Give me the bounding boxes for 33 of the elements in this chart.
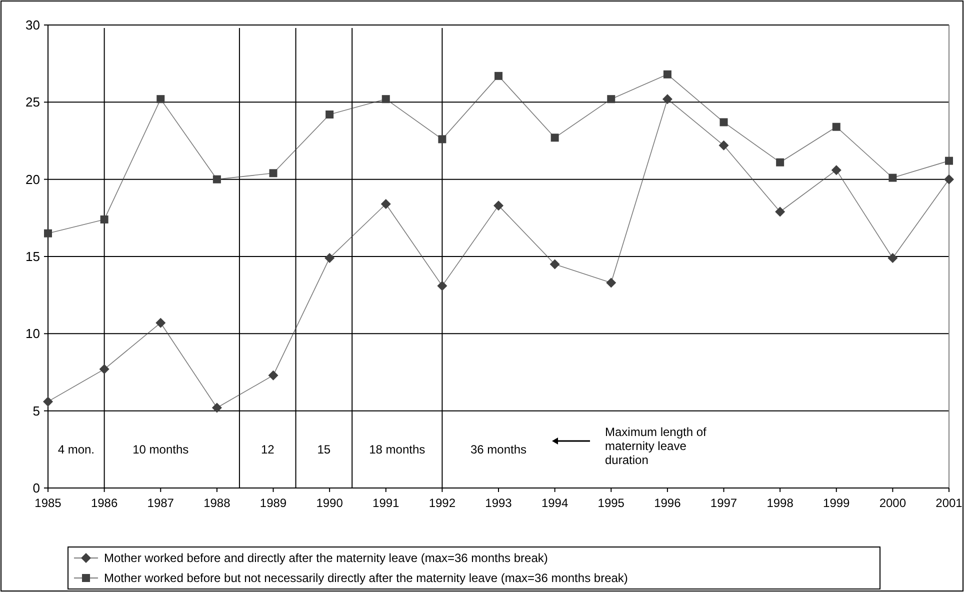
x-tick-label: 1998	[766, 496, 794, 510]
x-tick-label: 1988	[204, 496, 231, 510]
x-tick-label: 2001	[936, 496, 963, 510]
y-tick-label: 10	[26, 326, 40, 342]
x-tick-label: 2000	[879, 496, 906, 510]
annotation: 10 months	[132, 442, 189, 457]
x-tick-label: 1993	[485, 496, 512, 510]
annotation: 15	[317, 442, 331, 457]
x-tick-label: 1995	[598, 496, 625, 510]
x-tick-label: 1991	[372, 496, 400, 510]
annotation: 4 mon.	[58, 442, 94, 457]
y-tick-label: 0	[32, 480, 40, 496]
y-tick-label: 30	[26, 18, 40, 33]
x-tick-label: 1994	[541, 496, 568, 510]
annotation: 18 months	[369, 442, 426, 457]
annotation: Maximum length of maternity leave duration	[605, 425, 708, 467]
x-tick-label: 1985	[34, 496, 62, 510]
x-tick-label: 1987	[147, 496, 174, 510]
y-tick-label: 5	[32, 403, 40, 418]
x-tick-label: 1996	[654, 496, 682, 510]
x-tick-label: 1989	[260, 496, 287, 510]
annotation: 36 months	[470, 442, 527, 457]
annotation: 12	[260, 442, 275, 457]
x-tick-label: 1997	[710, 496, 738, 510]
y-tick-label: 15	[26, 249, 40, 264]
x-tick-label: 1986	[90, 496, 118, 510]
x-tick-label: 1999	[823, 496, 850, 510]
y-tick-label: 25	[26, 94, 40, 110]
x-tick-label: 1992	[428, 496, 456, 510]
x-tick-label: 1990	[316, 496, 344, 510]
legend-label: Mother worked before but not necessarily directly after the maternity leave (max=36 months break)	[104, 571, 628, 586]
y-tick-label: 20	[26, 172, 40, 187]
legend-label: Mother worked before and directly after the maternity leave (max=36 months break)	[104, 551, 548, 566]
